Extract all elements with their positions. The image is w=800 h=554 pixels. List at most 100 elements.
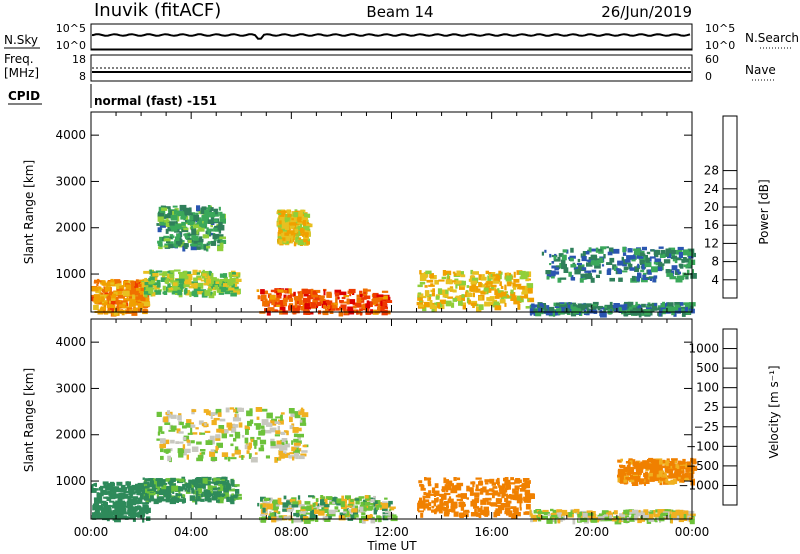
data-cell	[435, 295, 440, 300]
x-tick-label: 16:00	[474, 525, 509, 539]
data-cell	[680, 514, 685, 519]
data-cell	[356, 294, 362, 298]
data-cell	[378, 306, 381, 313]
data-cell	[665, 251, 669, 257]
data-cell	[234, 431, 241, 437]
data-cell	[157, 486, 160, 492]
data-cell	[92, 516, 97, 520]
data-cell	[452, 271, 456, 274]
data-cell	[339, 291, 347, 296]
data-cell	[519, 488, 526, 492]
data-cell	[126, 295, 129, 300]
data-cell	[690, 513, 696, 516]
data-cell	[535, 311, 542, 317]
data-cell	[638, 512, 645, 517]
data-cell	[163, 416, 169, 423]
data-cell	[497, 288, 500, 291]
data-cell	[324, 308, 329, 312]
data-cell	[452, 289, 457, 293]
data-cell	[137, 500, 142, 504]
data-cell	[169, 236, 173, 239]
data-cell	[601, 264, 605, 267]
data-cell	[641, 464, 647, 467]
data-cell	[691, 478, 695, 483]
data-cell	[623, 509, 629, 515]
data-cell	[489, 272, 492, 275]
data-cell	[270, 445, 277, 449]
data-cell	[302, 300, 306, 306]
data-cell	[144, 492, 147, 497]
data-cell	[690, 273, 697, 279]
data-cell	[478, 304, 484, 310]
data-cell	[350, 499, 354, 503]
data-cell	[570, 509, 573, 512]
data-cell	[635, 301, 638, 306]
data-cell	[283, 289, 288, 294]
data-cell	[501, 490, 506, 497]
data-cell	[433, 501, 437, 507]
data-cell	[346, 505, 353, 508]
data-cell	[182, 444, 186, 450]
data-cell	[107, 484, 114, 491]
data-cell	[373, 495, 376, 499]
data-cell	[659, 460, 665, 465]
data-cell	[165, 206, 171, 209]
data-cell	[193, 287, 201, 292]
data-cell	[609, 277, 615, 282]
data-cell	[289, 425, 294, 430]
data-cell	[274, 421, 281, 424]
data-cell	[287, 294, 293, 300]
data-cell	[156, 494, 159, 498]
data-cell	[483, 287, 489, 292]
data-cell	[545, 311, 553, 316]
data-cell	[570, 257, 574, 262]
data-cell	[297, 239, 303, 246]
data-cell	[372, 292, 379, 299]
data-cell	[169, 498, 176, 505]
data-cell	[676, 269, 679, 273]
data-cell	[613, 516, 619, 520]
data-cell	[554, 267, 559, 271]
data-cell	[278, 229, 283, 233]
data-cell	[667, 462, 673, 466]
data-cell	[645, 257, 650, 263]
data-cell	[287, 509, 293, 513]
data-cell	[190, 225, 193, 231]
data-cell	[353, 309, 357, 314]
data-cell	[498, 270, 502, 274]
data-cell	[638, 478, 645, 482]
data-cell	[434, 498, 439, 503]
data-cell	[586, 262, 593, 267]
data-cell	[247, 445, 252, 450]
data-cell	[641, 303, 646, 308]
data-cell	[234, 286, 239, 289]
data-cell	[554, 516, 558, 521]
data-cell	[162, 214, 169, 219]
data-cell	[429, 300, 433, 306]
data-cell	[504, 497, 509, 502]
data-cell	[620, 458, 623, 462]
data-cell	[213, 208, 218, 215]
data-cell	[289, 416, 293, 423]
data-cell	[96, 284, 99, 286]
data-cell	[505, 500, 512, 504]
data-cell	[305, 226, 310, 231]
data-cell	[283, 430, 288, 433]
data-cell	[381, 290, 389, 293]
data-cell	[551, 261, 555, 264]
data-cell	[361, 512, 366, 515]
data-cell	[130, 280, 138, 286]
data-cell	[503, 477, 508, 482]
data-cell	[142, 504, 149, 509]
data-cell	[475, 477, 482, 480]
data-cell	[387, 516, 392, 520]
data-cell	[291, 504, 299, 508]
nave-tick-top: 60	[705, 53, 719, 66]
data-cell	[307, 297, 311, 303]
data-cell	[165, 478, 171, 482]
data-cell	[182, 494, 185, 498]
data-cell	[527, 297, 535, 303]
data-cell	[480, 487, 484, 492]
data-cell	[363, 295, 371, 300]
data-cell	[554, 310, 560, 316]
